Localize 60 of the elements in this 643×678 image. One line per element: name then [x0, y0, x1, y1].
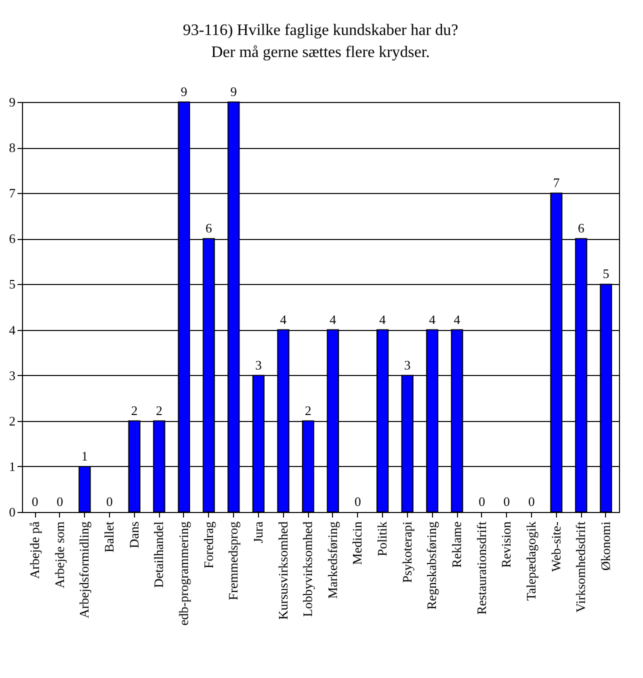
data-label: 2 [304, 402, 312, 418]
x-tick-label: Dans [126, 522, 142, 548]
y-tick-label: 7 [9, 186, 16, 201]
data-label: 3 [255, 357, 262, 372]
x-tick-label: Økonomi [598, 521, 613, 571]
data-label: 9 [230, 84, 237, 99]
x-tick-label: Fremmedsprog [226, 521, 241, 600]
data-label: 0 [528, 494, 535, 509]
data-label: 0 [56, 494, 64, 509]
x-tick-label: Arbejdsformidling [76, 521, 92, 618]
x-tick-label: Web-site- [548, 522, 564, 572]
chart-title: 93-116) Hvilke faglige kundskaber har du? [182, 22, 458, 39]
data-label: 3 [404, 357, 411, 372]
y-tick-label: 5 [9, 276, 16, 292]
y-tick-label: 4 [9, 322, 16, 338]
x-tick-label: Regnskabsføring [424, 521, 440, 610]
x-tick-label: Arbejde på [27, 521, 42, 579]
x-tick-label: Ballet [102, 521, 116, 553]
x-tick-label: Arbejde som [52, 522, 67, 588]
x-tick-label: Psykoterapi [399, 521, 414, 583]
data-label: 0 [503, 494, 510, 509]
data-label: 4 [379, 312, 386, 327]
data-label: 0 [32, 494, 38, 509]
data-label: 4 [330, 312, 337, 327]
data-label: 1 [81, 448, 88, 464]
x-tick-label: Medicin [350, 521, 365, 565]
data-label: 0 [478, 494, 486, 509]
data-label: 7 [553, 175, 560, 190]
x-tick-label: Lobbyvirksomhed [300, 521, 316, 617]
x-tick-label: Detailhandel [151, 521, 166, 588]
x-tick-label: Reklame [449, 521, 464, 568]
y-tick-label: 6 [9, 231, 16, 246]
data-label: 5 [602, 266, 610, 282]
y-tick-label: 8 [9, 140, 16, 156]
data-label: 4 [428, 312, 436, 327]
data-label: 6 [206, 220, 213, 236]
y-tick-label: 0 [9, 504, 16, 520]
x-tick-label: Jura [250, 521, 266, 544]
y-tick-label: 2 [9, 413, 16, 428]
data-label: 9 [180, 84, 188, 99]
chart-subtitle: Der må gerne sættes flere krydser. [211, 44, 430, 61]
x-tick-label: Restaurationsdrift [474, 521, 489, 615]
data-label: 4 [454, 312, 461, 327]
y-tick-label: 1 [9, 458, 16, 474]
data-label: 4 [280, 312, 288, 327]
x-tick-label: edb-programmering [176, 521, 191, 626]
y-tick-label: 3 [9, 368, 16, 383]
data-label: 0 [106, 494, 113, 509]
x-tick-label: Kursusvirksomhed [275, 521, 290, 620]
x-tick-label: Virksomhedsdrift [573, 521, 588, 612]
data-label: 6 [578, 220, 585, 236]
x-tick-label: Revision [498, 521, 514, 568]
x-tick-label: Talepædagogik [524, 521, 538, 601]
data-label: 2 [156, 402, 162, 418]
x-tick-label: Foredrag [200, 521, 216, 568]
y-tick-label: 9 [9, 94, 16, 110]
data-label: 0 [354, 494, 361, 509]
data-label: 2 [131, 402, 138, 418]
x-tick-label: Politik [374, 521, 390, 556]
x-tick-label: Markedsføring [324, 521, 340, 599]
